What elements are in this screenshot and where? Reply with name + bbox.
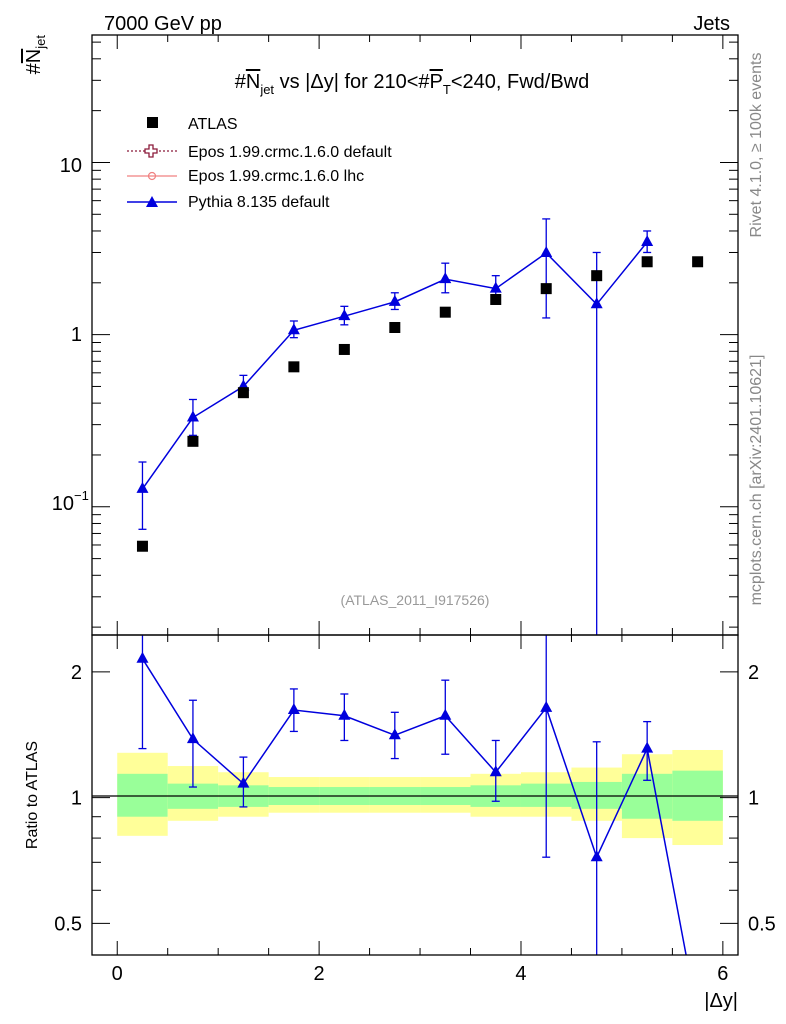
ratio-plot-frame <box>91 634 739 956</box>
ratio-y-tick-label-right: 1 <box>748 788 759 810</box>
ratio-pythia-point <box>287 703 300 715</box>
legend-epos-lhc-label: Epos 1.99.crmc.1.6.0 lhc <box>188 168 364 185</box>
atlas-point <box>490 293 502 305</box>
ratio-pythia-point <box>136 651 149 663</box>
main-panel: #Njet vs |Δy| for 210<#PT<240, Fwd/Bwd #… <box>23 34 739 636</box>
pythia-point <box>338 309 351 321</box>
x-tick-label: 2 <box>314 963 325 985</box>
ratio-pythia-point <box>186 732 199 744</box>
x-tick-label: 0 <box>112 963 123 985</box>
ratio-pythia-point <box>489 765 502 777</box>
ratio-pythia-point <box>590 850 603 862</box>
ratio-pythia-point <box>439 708 452 720</box>
legend-atlas-marker <box>147 117 158 128</box>
pythia-point <box>186 410 199 422</box>
ratio-y-axis-label: Ratio to ATLAS <box>24 741 41 849</box>
atlas-point <box>187 435 199 447</box>
atlas-point <box>389 321 401 333</box>
atlas-point <box>288 361 300 373</box>
main-title: #Njet vs |Δy| for 210<#PT<240, Fwd/Bwd <box>235 71 590 97</box>
y-tick-label-0.1-exponent: −1 <box>74 488 89 503</box>
ratio-y-tick-label-right: 2 <box>748 662 759 684</box>
pythia-line <box>141 241 648 490</box>
watermark-analysis-id: (ATLAS_2011_I917526) <box>341 592 490 608</box>
atlas-point <box>136 540 148 552</box>
y-tick-label-10: 10 <box>60 155 82 177</box>
atlas-point <box>540 283 552 295</box>
ratio-y-tick-label: 2 <box>71 662 82 684</box>
legend-pythia-marker <box>146 196 158 207</box>
legend: ATLAS Epos 1.99.crmc.1.6.0 default Epos … <box>127 116 392 211</box>
side-mcplots-ref: mcplots.cern.ch [arXiv:2401.10621] <box>748 355 765 606</box>
ratio-pythia-point <box>388 728 401 740</box>
title-p-overline: P <box>430 71 443 93</box>
pythia-point <box>540 245 553 257</box>
main-series-layer <box>136 218 704 635</box>
main-y-axis-label: #Njet <box>23 35 48 75</box>
legend-epos-lhc-marker <box>147 171 157 181</box>
pythia-point <box>489 281 502 293</box>
side-rivet-version: Rivet 4.1.0, ≥ 100k events <box>748 53 765 238</box>
pythia-point <box>388 294 401 306</box>
ratio-y-tick-label: 1 <box>71 788 82 810</box>
ratio-y-tick-label-right: 0.5 <box>748 913 776 935</box>
pythia-point <box>136 481 149 493</box>
ratio-panel: 0.5 0.5 1 1 2 2 0 2 4 6 Ratio to ATLAS |Δy| <box>24 634 776 1012</box>
legend-epos-default-marker <box>144 144 158 158</box>
ratio-pythia-point <box>338 708 351 720</box>
x-tick-label: 4 <box>515 963 526 985</box>
ratio-pythia-point <box>641 741 654 753</box>
atlas-point <box>439 306 451 318</box>
legend-epos-default-label: Epos 1.99.crmc.1.6.0 default <box>188 144 392 161</box>
ratio-y-tick-label: 0.5 <box>54 913 82 935</box>
y-tick-label-1: 1 <box>71 324 82 346</box>
pythia-point <box>439 272 452 284</box>
ratio-series-layer <box>136 635 687 956</box>
atlas-point <box>641 256 653 268</box>
legend-pythia-label: Pythia 8.135 default <box>188 194 330 211</box>
ratio-axis-ticks: 0.5 0.5 1 1 2 2 0 2 4 6 <box>54 635 776 985</box>
title-n-overline: N <box>246 71 260 93</box>
y-tick-label-0.1: 10 <box>52 493 74 515</box>
atlas-point <box>237 387 249 399</box>
ratio-pythia-point <box>540 700 553 712</box>
pythia-point <box>287 323 300 335</box>
header-energy: 7000 GeV pp <box>104 13 222 35</box>
x-axis-label: |Δy| <box>704 990 738 1012</box>
main-axis-ticks <box>92 35 738 635</box>
ratio-uncertainty-bands <box>117 749 723 846</box>
ratio-band-inner <box>117 773 168 817</box>
x-tick-label: 6 <box>717 963 728 985</box>
ratio-pythia-line <box>141 658 687 956</box>
legend-atlas-label: ATLAS <box>188 116 238 133</box>
ratio-pythia-point <box>237 776 250 788</box>
atlas-point <box>591 270 603 282</box>
header-process: Jets <box>693 13 730 35</box>
pythia-point <box>590 297 603 309</box>
pythia-point <box>641 235 654 247</box>
atlas-point <box>692 256 704 268</box>
atlas-point <box>338 343 350 355</box>
